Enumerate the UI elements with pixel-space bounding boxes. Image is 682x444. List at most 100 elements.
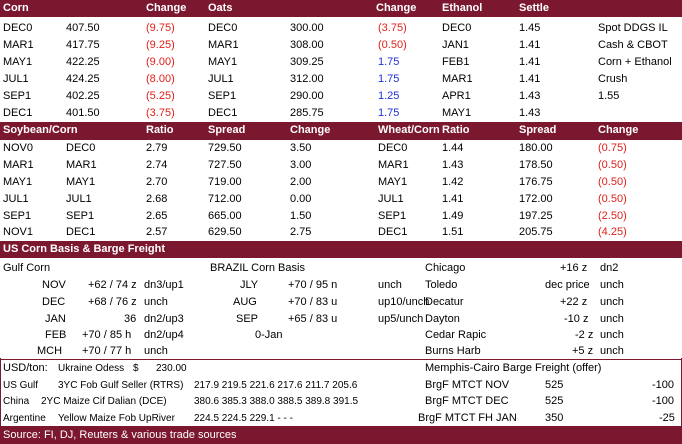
ratio-value: 1.42 (442, 176, 464, 188)
spread-value: 727.50 (208, 159, 242, 171)
month-label: MAY1 (66, 176, 96, 188)
ratio-value: 1.41 (442, 193, 464, 205)
city-label: Decatur (425, 296, 464, 308)
basis-row: DEC +68 / 76 z unch AUG +70 / 83 u up10/… (0, 294, 682, 311)
price-value: 308.00 (290, 39, 324, 51)
change-value: (0.50) (378, 39, 407, 51)
side-note: Crush (598, 73, 628, 85)
spread-value: 629.50 (208, 226, 242, 238)
month-label: DEC (42, 296, 66, 308)
spread-value: 719.00 (208, 176, 242, 188)
table-row: JUL1 JUL1 2.68 712.00 0.00 JUL1 1.41 172… (0, 191, 682, 208)
month-label: FEB1 (442, 56, 470, 68)
change-value: 0.00 (290, 193, 312, 205)
side-note: Corn + Ethanol (598, 56, 672, 68)
month-label: AUG (233, 296, 257, 308)
change-value: (0.50) (598, 176, 627, 188)
change-value: 1.50 (290, 210, 312, 222)
source-note: Source: FI, DJ, Reuters & various trade … (3, 429, 237, 441)
barge-value: 525 (545, 379, 564, 391)
month-label: DEC0 (378, 142, 408, 154)
basis-change: unch (600, 313, 624, 325)
table-row: SEP1 402.25 (5.25) SEP1 290.00 1.25 APR1… (0, 88, 682, 105)
month-label: JAN (45, 313, 66, 325)
settle-value: 1.41 (519, 56, 541, 68)
month-label: MAR1 (442, 73, 473, 85)
change-value: (3.75) (146, 107, 175, 119)
month-label: NOV (42, 279, 66, 291)
side-note: 1.55 (598, 90, 620, 102)
basis-change: unch (600, 296, 624, 308)
month-label: DEC0 (66, 142, 96, 154)
ratio-value: 2.57 (146, 226, 168, 238)
month-label: MAY1 (442, 107, 472, 119)
basis-change: unch (378, 279, 402, 291)
basis-value: 36 (124, 313, 137, 325)
month-label: NOV1 (3, 226, 33, 238)
ukraine-label: Ukraine Odess (58, 363, 125, 374)
ratio-value: 1.43 (442, 159, 464, 171)
change-value: (5.25) (146, 90, 175, 102)
basis-header-band: US Corn Basis & Barge Freight (0, 241, 682, 258)
month-label: SEP1 (3, 210, 32, 222)
change-value: (9.75) (146, 22, 175, 34)
ratio-value: 2.68 (146, 193, 168, 205)
bottom-frame (0, 358, 682, 427)
basis-value: +70 / 77 h (82, 345, 132, 357)
month-label: JAN1 (442, 39, 469, 51)
city-label: Dayton (425, 313, 460, 325)
header-change: Change (290, 124, 331, 136)
change-value: 2.00 (290, 176, 312, 188)
basis-value: +68 / 76 z (88, 296, 137, 308)
change-value: (0.75) (598, 142, 627, 154)
spread-value: 729.50 (208, 142, 242, 154)
side-note: Cash & CBOT (598, 39, 668, 51)
ratio-value: 1.49 (442, 210, 464, 222)
basis-value: +22 z (560, 296, 588, 308)
header-corn: Corn (3, 2, 29, 14)
fob-description: Yellow Maize Fob UpRiver (58, 413, 175, 424)
table-row: MAR1 417.75 (9.25) MAR1 308.00 (0.50) JA… (0, 37, 682, 54)
basis-change: unch (600, 279, 624, 291)
divider (0, 359, 682, 360)
city-label: Cedar Rapic (425, 329, 487, 341)
month-label: SEP1 (378, 210, 407, 222)
basis-change: unch (600, 345, 624, 357)
source-band: Source: FI, DJ, Reuters & various trade … (0, 427, 682, 444)
price-value: 300.00 (290, 22, 324, 34)
basis-value: +70 / 83 u (288, 296, 338, 308)
header-ratio: Ratio (146, 124, 174, 136)
table-row: NOV0 DEC0 2.79 729.50 3.50 DEC0 1.44 180… (0, 140, 682, 157)
barge-value: 350 (545, 412, 564, 424)
section-title: US Corn Basis & Barge Freight (3, 243, 165, 255)
origin-label: China (3, 396, 30, 407)
change-value: (0.50) (598, 193, 627, 205)
table-row: MAY1 MAY1 2.70 719.00 2.00 MAY1 1.42 176… (0, 174, 682, 191)
fob-description: 2YC Maize Cif Dalian (DCE) (41, 396, 167, 407)
basis-change: unch (600, 329, 624, 341)
change-value: (0.50) (598, 159, 627, 171)
spread-value: 712.00 (208, 193, 242, 205)
month-label: MCH (37, 345, 63, 357)
fob-row: China 2YC Maize Cif Dalian (DCE) 380.6 3… (0, 393, 682, 410)
city-label: Burns Harb (425, 345, 481, 357)
spread-value: 197.25 (519, 210, 553, 222)
side-note: Spot DDGS IL (598, 22, 668, 34)
basis-change: dn2/up4 (144, 329, 184, 341)
price-value: 417.75 (66, 39, 100, 51)
barge-label: BrgF MTCT DEC (425, 395, 509, 407)
month-label: MAY1 (378, 176, 408, 188)
basis-value: -10 z (564, 313, 589, 325)
header-soybean-corn: Soybean/Corn (3, 124, 78, 136)
basis-change: unch (144, 296, 168, 308)
table-row: MAR1 MAR1 2.74 727.50 3.00 MAR1 1.43 178… (0, 157, 682, 174)
price-value: 401.50 (66, 107, 100, 119)
barge-change: -25 (659, 412, 675, 424)
fob-values: 217.9 219.5 221.6 217.6 211.7 205.6 (194, 380, 358, 391)
header-change: Change (598, 124, 639, 136)
price-value: 309.25 (290, 56, 324, 68)
basis-value: -2 z (575, 329, 594, 341)
basis-change: dn2/up3 (144, 313, 184, 325)
spread-value: 172.00 (519, 193, 553, 205)
month-label: JUL1 (3, 193, 29, 205)
